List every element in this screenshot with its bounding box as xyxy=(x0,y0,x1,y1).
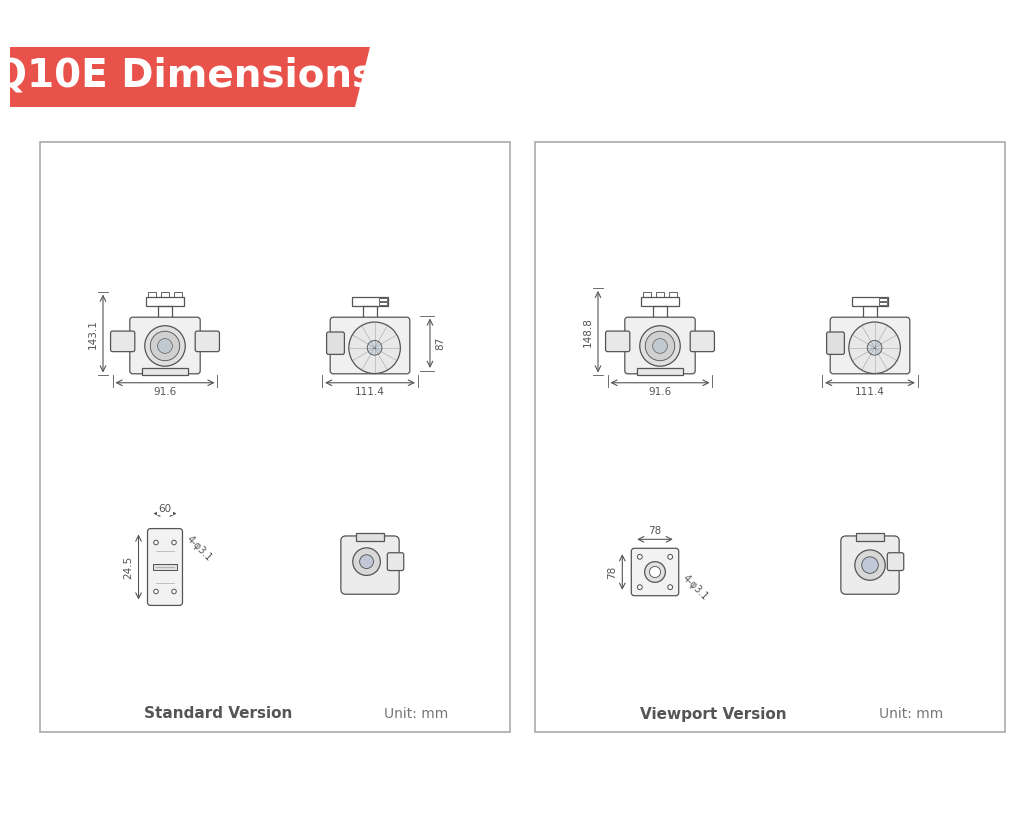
FancyBboxPatch shape xyxy=(387,552,403,571)
Circle shape xyxy=(154,589,159,594)
Bar xyxy=(158,306,172,325)
Bar xyxy=(351,297,388,306)
Circle shape xyxy=(862,557,879,573)
Text: 143.1: 143.1 xyxy=(88,319,98,349)
FancyBboxPatch shape xyxy=(40,142,510,732)
Circle shape xyxy=(368,341,382,355)
FancyBboxPatch shape xyxy=(327,332,344,355)
Bar xyxy=(643,292,651,297)
Bar xyxy=(862,306,878,325)
Circle shape xyxy=(144,326,185,366)
Text: 91.6: 91.6 xyxy=(648,387,672,397)
FancyBboxPatch shape xyxy=(826,332,845,355)
Bar xyxy=(880,302,887,304)
FancyBboxPatch shape xyxy=(690,331,715,351)
Bar xyxy=(856,533,884,541)
Circle shape xyxy=(154,540,159,545)
Bar xyxy=(637,368,683,375)
Bar xyxy=(656,292,664,297)
Circle shape xyxy=(649,566,660,577)
Text: Viewport Version: Viewport Version xyxy=(640,706,786,721)
FancyBboxPatch shape xyxy=(632,548,679,595)
Text: 78: 78 xyxy=(607,566,617,579)
FancyBboxPatch shape xyxy=(535,142,1005,732)
Text: Unit: mm: Unit: mm xyxy=(879,707,943,721)
FancyBboxPatch shape xyxy=(111,331,135,351)
Circle shape xyxy=(668,585,673,590)
FancyBboxPatch shape xyxy=(341,536,399,595)
Circle shape xyxy=(640,326,680,366)
FancyBboxPatch shape xyxy=(830,318,909,374)
Bar xyxy=(379,302,387,304)
Bar xyxy=(670,292,677,297)
FancyBboxPatch shape xyxy=(330,318,410,374)
FancyBboxPatch shape xyxy=(888,552,904,571)
Text: 111.4: 111.4 xyxy=(855,387,885,397)
Text: Unit: mm: Unit: mm xyxy=(384,707,449,721)
Text: 87: 87 xyxy=(435,337,445,350)
Bar xyxy=(379,298,387,301)
Circle shape xyxy=(645,562,666,582)
Text: 148.8: 148.8 xyxy=(583,318,593,347)
Bar xyxy=(362,306,378,325)
FancyBboxPatch shape xyxy=(196,331,219,351)
Text: 24.5: 24.5 xyxy=(124,556,133,579)
Bar xyxy=(174,292,181,297)
Bar xyxy=(852,297,889,306)
Text: 4-φ3.1: 4-φ3.1 xyxy=(681,573,710,602)
Text: 111.4: 111.4 xyxy=(355,387,385,397)
Circle shape xyxy=(151,332,180,361)
FancyBboxPatch shape xyxy=(147,528,182,605)
Circle shape xyxy=(158,338,172,353)
Circle shape xyxy=(352,547,380,576)
Bar xyxy=(162,292,169,297)
Circle shape xyxy=(652,338,668,353)
Text: Standard Version: Standard Version xyxy=(144,706,293,721)
Text: Q10E Dimensions: Q10E Dimensions xyxy=(0,56,376,94)
Circle shape xyxy=(637,554,642,559)
Circle shape xyxy=(645,332,675,361)
Bar xyxy=(148,292,156,297)
Circle shape xyxy=(637,585,642,590)
FancyBboxPatch shape xyxy=(130,318,201,374)
Circle shape xyxy=(867,341,882,355)
FancyBboxPatch shape xyxy=(625,318,695,374)
Circle shape xyxy=(172,540,176,545)
Bar xyxy=(154,564,176,571)
FancyBboxPatch shape xyxy=(841,536,899,595)
Text: 91.6: 91.6 xyxy=(154,387,176,397)
Bar xyxy=(142,368,188,375)
Text: 60: 60 xyxy=(159,504,172,514)
Text: 4-φ3.1: 4-φ3.1 xyxy=(184,534,214,563)
Bar xyxy=(880,298,887,301)
Circle shape xyxy=(855,550,885,581)
Circle shape xyxy=(359,555,374,568)
Text: 78: 78 xyxy=(648,526,662,536)
FancyBboxPatch shape xyxy=(605,331,630,351)
Circle shape xyxy=(668,554,673,559)
Bar xyxy=(145,297,184,306)
Circle shape xyxy=(849,322,900,374)
Circle shape xyxy=(349,322,400,374)
Bar xyxy=(356,533,384,541)
Bar xyxy=(641,297,679,306)
Polygon shape xyxy=(10,47,370,107)
Bar xyxy=(652,306,668,325)
Circle shape xyxy=(172,589,176,594)
